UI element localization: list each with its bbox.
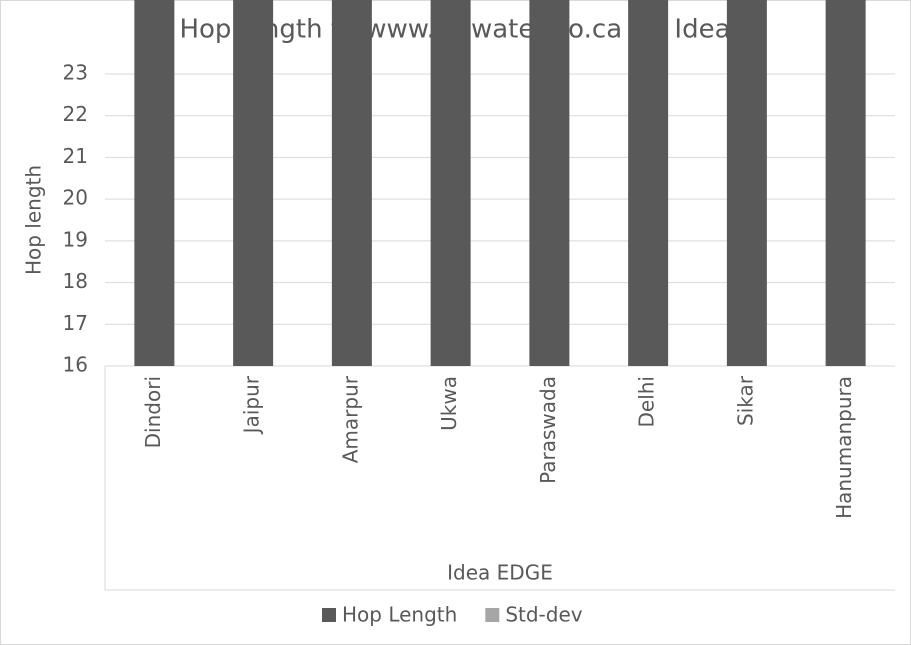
x-tick-label: Delhi [635, 376, 659, 428]
bar-segment [726, 0, 767, 366]
bar-segment [331, 0, 372, 366]
bar-segment [628, 0, 669, 366]
y-axis-title: Hop length [22, 165, 46, 275]
legend-label: Std-dev [505, 603, 582, 627]
x-tick-label: Hanumanpura [832, 376, 856, 519]
y-tick-label: 22 [63, 102, 88, 126]
x-tick-label: Jaipur [240, 375, 264, 435]
x-tick-label: Ukwa [437, 376, 461, 431]
y-tick-label: 17 [63, 311, 88, 335]
bar-segment [430, 0, 471, 366]
bar-segment [233, 0, 274, 366]
x-tick-label: Amarpur [338, 375, 362, 463]
legend-swatch [485, 608, 500, 622]
bar-segment [825, 0, 866, 366]
legend-label: Hop Length [342, 603, 457, 627]
y-tick-label: 16 [63, 353, 88, 377]
y-tick-label: 23 [63, 61, 88, 85]
legend-swatch [322, 608, 336, 622]
bar-segment [134, 0, 175, 366]
y-tick-label: 19 [63, 227, 88, 251]
bar-segment [529, 0, 570, 366]
x-axis-title: Idea EDGE [447, 561, 553, 585]
x-tick-label: Paraswada [536, 376, 560, 484]
x-tick-label: Sikar [733, 375, 757, 426]
y-tick-label: 21 [63, 144, 88, 168]
x-tick-label: Dindori [141, 376, 165, 448]
y-tick-label: 20 [63, 186, 88, 210]
y-tick-label: 18 [63, 269, 88, 293]
